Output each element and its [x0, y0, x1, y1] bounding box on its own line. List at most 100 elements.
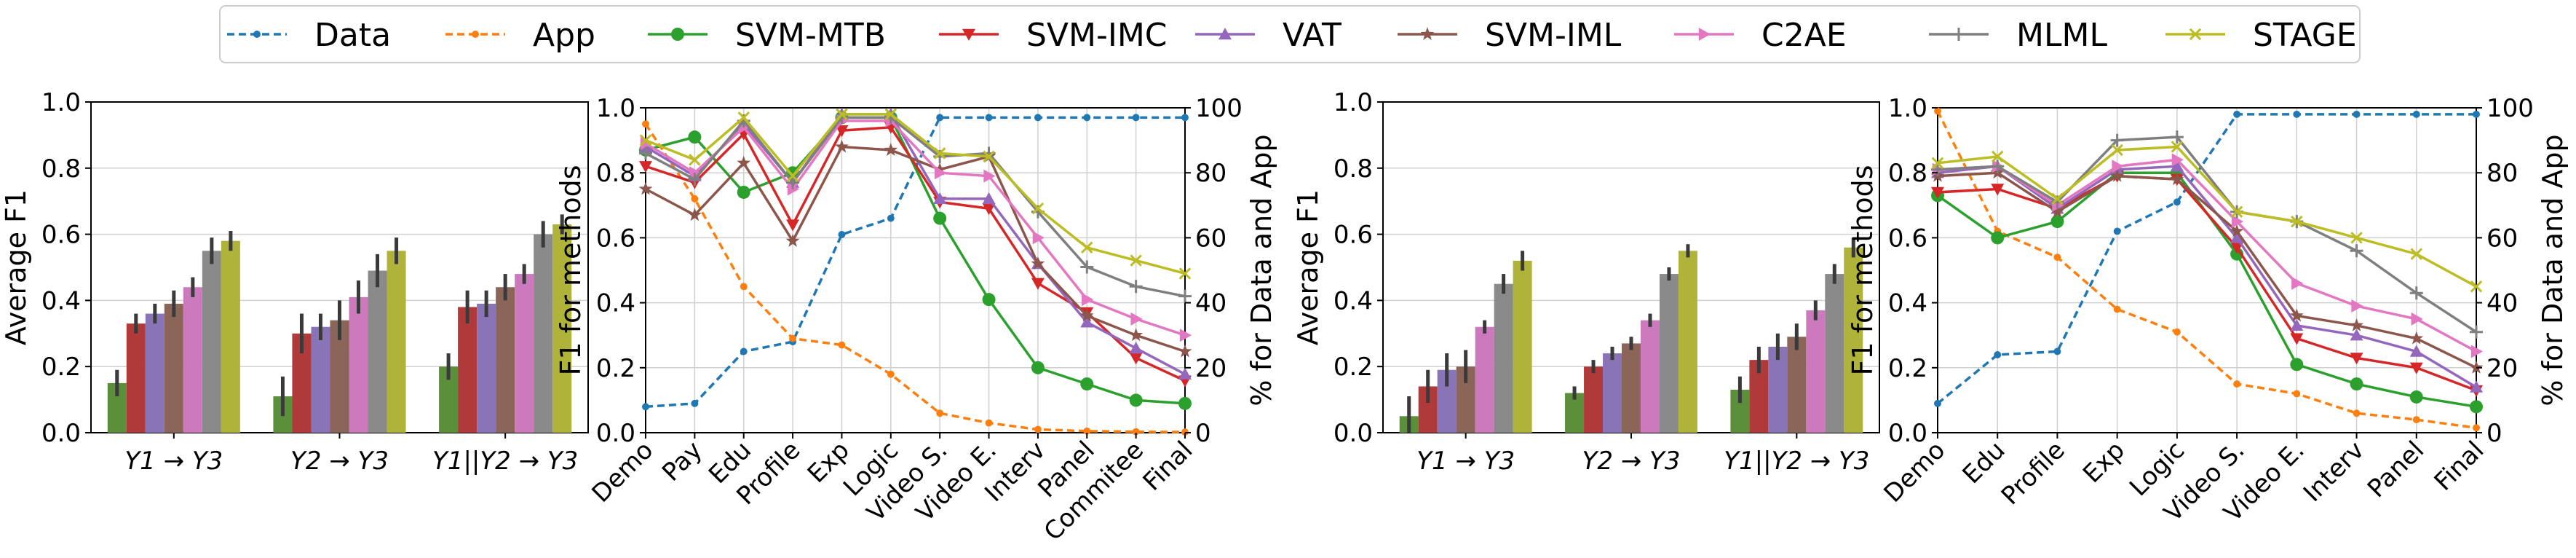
- y-axis-title: Average F1: [0, 189, 32, 345]
- data-point: [838, 230, 846, 238]
- x-tick-label: Interv: [2298, 436, 2370, 508]
- bar-mlml: [202, 251, 221, 433]
- data-point: [786, 219, 800, 232]
- data-point: [2353, 110, 2361, 118]
- data-point: [1034, 114, 1042, 122]
- y-tick-label: 0.6: [41, 221, 81, 250]
- y2-tick-label: 60: [2486, 224, 2518, 253]
- bar-stage: [1678, 251, 1697, 433]
- series-stage: [1931, 141, 2483, 293]
- data-point: [737, 185, 750, 199]
- y-tick-label: 0.4: [596, 289, 635, 318]
- data-point: [838, 341, 846, 349]
- legend-entry-data: Data: [227, 17, 391, 54]
- data-point: [1129, 353, 1143, 365]
- x-tick-label: Edu: [1957, 436, 2011, 490]
- data-point: [1130, 312, 1143, 326]
- data-point: [1179, 329, 1192, 342]
- data-point: [1994, 351, 2002, 358]
- y-axis-title: F1 for methods: [555, 165, 587, 376]
- data-point: [2171, 153, 2184, 167]
- data-point: [1931, 162, 1944, 176]
- legend-entry-svm-iml: SVM-IML: [1398, 17, 1622, 54]
- data-point: [836, 108, 848, 121]
- y-tick-label: 0.8: [41, 154, 81, 184]
- legend-label: VAT: [1283, 17, 1341, 54]
- legend-marker: [2189, 28, 2202, 41]
- bar-mlml: [534, 234, 553, 433]
- data-point: [1991, 184, 2005, 196]
- data-point: [1080, 260, 1094, 274]
- data-point: [2410, 248, 2423, 260]
- data-point: [2112, 160, 2124, 173]
- data-point: [2409, 286, 2423, 300]
- data-point: [2290, 318, 2304, 331]
- series-line: [645, 119, 1186, 337]
- data-point: [2353, 409, 2361, 417]
- legend-entry-mlml: MLML: [1929, 17, 2107, 54]
- legend-label: STAGE: [2253, 17, 2357, 54]
- bar-mlml: [368, 270, 387, 433]
- series-line: [644, 123, 1186, 433]
- plot-frame: [1937, 107, 2477, 433]
- y-tick-label: 0.4: [1333, 286, 1373, 315]
- series-line: [645, 116, 1186, 405]
- data-point: [2473, 424, 2480, 432]
- y-tick-label: 0.8: [596, 159, 635, 188]
- data-point: [786, 176, 800, 189]
- data-point: [2351, 299, 2363, 313]
- bar-stage: [1844, 247, 1863, 433]
- data-point: [983, 169, 996, 183]
- data-point: [1931, 186, 1944, 199]
- data-point: [2470, 345, 2483, 358]
- y-tick-label: 0.0: [1333, 419, 1373, 448]
- series-line: [645, 145, 1186, 353]
- data-point: [933, 192, 947, 205]
- data-point: [2233, 110, 2241, 118]
- legend-marker: [1420, 27, 1435, 41]
- y2-axis-title: % for Data and App: [2537, 134, 2569, 406]
- data-point: [884, 143, 898, 156]
- data-point: [2293, 390, 2301, 398]
- data-point: [1934, 399, 1941, 407]
- y2-axis-title: % for Data and App: [1245, 134, 1277, 406]
- series-line: [645, 116, 1186, 298]
- data-point: [2230, 231, 2244, 243]
- y-tick-label: 0.4: [1888, 289, 1927, 318]
- data-point: [2290, 358, 2304, 372]
- series-svm-imc: [639, 122, 1192, 388]
- plot-frame: [645, 107, 1186, 433]
- data-point: [1129, 280, 1143, 294]
- data-point: [638, 181, 653, 195]
- data-point: [1082, 293, 1094, 307]
- data-point: [2171, 141, 2184, 153]
- data-point: [1083, 114, 1091, 122]
- legend-label: Data: [314, 17, 391, 54]
- data-point: [2409, 362, 2423, 374]
- y-tick-label: 0.0: [41, 419, 81, 448]
- y-tick-label: 1.0: [1888, 94, 1927, 123]
- data-point: [2411, 312, 2423, 326]
- x-tick-label: Y2 → Y3: [1582, 447, 1681, 476]
- data-point: [2409, 345, 2423, 357]
- y-tick-label: 1.0: [596, 94, 635, 123]
- data-point: [1080, 315, 1094, 328]
- data-point: [1931, 157, 1944, 170]
- data-point: [691, 194, 699, 203]
- y2-tick-label: 20: [1195, 354, 1226, 383]
- data-point: [2233, 380, 2241, 388]
- legend-marker: [1698, 28, 1711, 41]
- y-tick-label: 0.8: [1888, 159, 1927, 188]
- legend-entry-stage: STAGE: [2165, 17, 2357, 54]
- data-point: [1080, 377, 1094, 391]
- data-point: [2293, 110, 2301, 118]
- y2-tick-label: 100: [1195, 94, 1243, 123]
- data-point: [2473, 110, 2480, 118]
- series-svm-iml: [1930, 165, 2484, 374]
- data-point: [982, 203, 996, 216]
- x-tick-label: Y2 → Y3: [290, 447, 389, 476]
- series-app: [642, 120, 1189, 436]
- series-data: [1934, 110, 2480, 407]
- series-line: [645, 113, 1186, 275]
